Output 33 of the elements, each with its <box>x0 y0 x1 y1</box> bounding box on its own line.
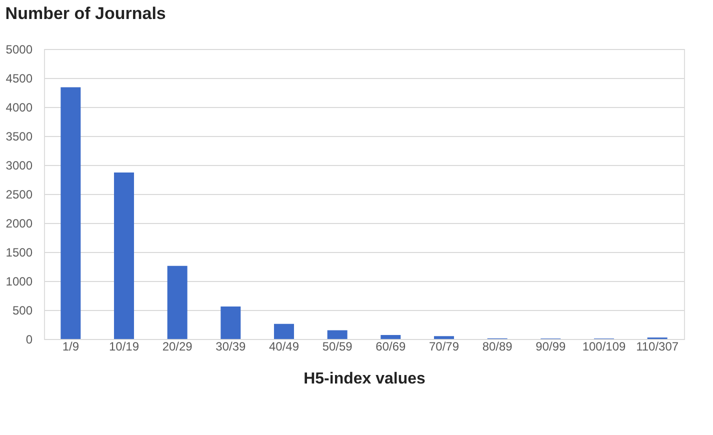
x-tick-label: 40/49 <box>268 340 300 354</box>
x-tick-label: 60/69 <box>376 340 406 354</box>
y-tick-label: 1000 <box>6 274 33 288</box>
bar <box>380 334 401 339</box>
y-tick-label: 2000 <box>6 216 33 230</box>
bar <box>167 266 188 339</box>
bar <box>434 336 454 339</box>
x-tick-label: 1/9 <box>62 340 80 354</box>
bar <box>274 324 294 339</box>
x-tick-label: 110/307 <box>636 340 679 354</box>
bar <box>114 172 134 339</box>
x-tick-label: 70/79 <box>428 340 460 354</box>
y-tick-label: 500 <box>12 304 33 318</box>
x-tick-label: 10/19 <box>108 340 140 354</box>
x-tick-label: 80/89 <box>482 340 513 354</box>
y-tick-label: 3000 <box>6 158 33 172</box>
x-axis-title: H5-index values <box>304 370 426 388</box>
y-tick-label: 5000 <box>6 42 33 56</box>
y-tick-label: 1500 <box>6 246 33 260</box>
y-tick-label: 4000 <box>6 100 33 114</box>
bar <box>60 87 81 339</box>
y-tick-label: 2500 <box>6 188 33 202</box>
x-tick-label: 50/59 <box>322 340 353 354</box>
y-tick-label: 0 <box>26 332 33 346</box>
x-tick-label: 30/39 <box>216 340 246 354</box>
x-tick-label: 100/109 <box>582 340 626 354</box>
bar <box>327 330 348 339</box>
y-tick-label: 3500 <box>6 130 33 144</box>
chart-title: Number of Journals <box>5 4 166 23</box>
x-tick-label: 90/99 <box>536 340 566 354</box>
y-tick-label: 4500 <box>6 72 33 86</box>
bar <box>220 306 241 339</box>
x-tick-label: 20/29 <box>162 340 193 354</box>
